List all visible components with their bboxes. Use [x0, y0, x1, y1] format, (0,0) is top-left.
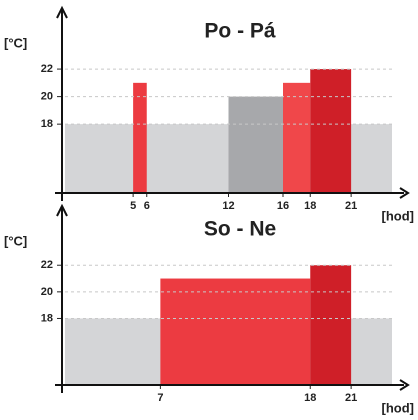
bar: [133, 82, 147, 193]
y-tick-label: 20: [41, 286, 53, 298]
chart-title: Po - Pá: [204, 20, 276, 43]
bar: [228, 96, 283, 193]
x-axis-label: [hod]: [382, 400, 414, 415]
chart-title: So - Ne: [204, 218, 276, 241]
x-axis-arrow: [399, 187, 410, 199]
x-axis-arrow: [399, 379, 410, 391]
bar: [160, 278, 311, 385]
y-axis-label: [°C]: [4, 233, 27, 248]
x-tick-label: 6: [144, 200, 150, 212]
y-axis-label: [°C]: [4, 35, 27, 50]
y-tick-label: 22: [41, 63, 53, 75]
bar: [310, 69, 352, 193]
x-tick-label: 21: [345, 200, 357, 212]
x-tick-label: 12: [222, 200, 234, 212]
x-tick-label: 7: [157, 392, 163, 404]
x-tick-label: 16: [277, 200, 289, 212]
y-tick-label: 20: [41, 91, 53, 103]
y-tick-label: 22: [41, 259, 53, 271]
bar: [283, 82, 311, 193]
x-axis-label: [hod]: [382, 208, 414, 223]
x-tick-label: 18: [304, 200, 316, 212]
y-axis-arrow: [56, 203, 68, 217]
y-tick-label: 18: [41, 118, 53, 130]
x-tick-label: 18: [304, 392, 316, 404]
bar: [310, 265, 352, 385]
y-axis-arrow: [56, 5, 68, 19]
x-tick-label: 5: [130, 200, 136, 212]
y-tick-label: 18: [41, 312, 53, 324]
x-tick-label: 21: [345, 392, 357, 404]
